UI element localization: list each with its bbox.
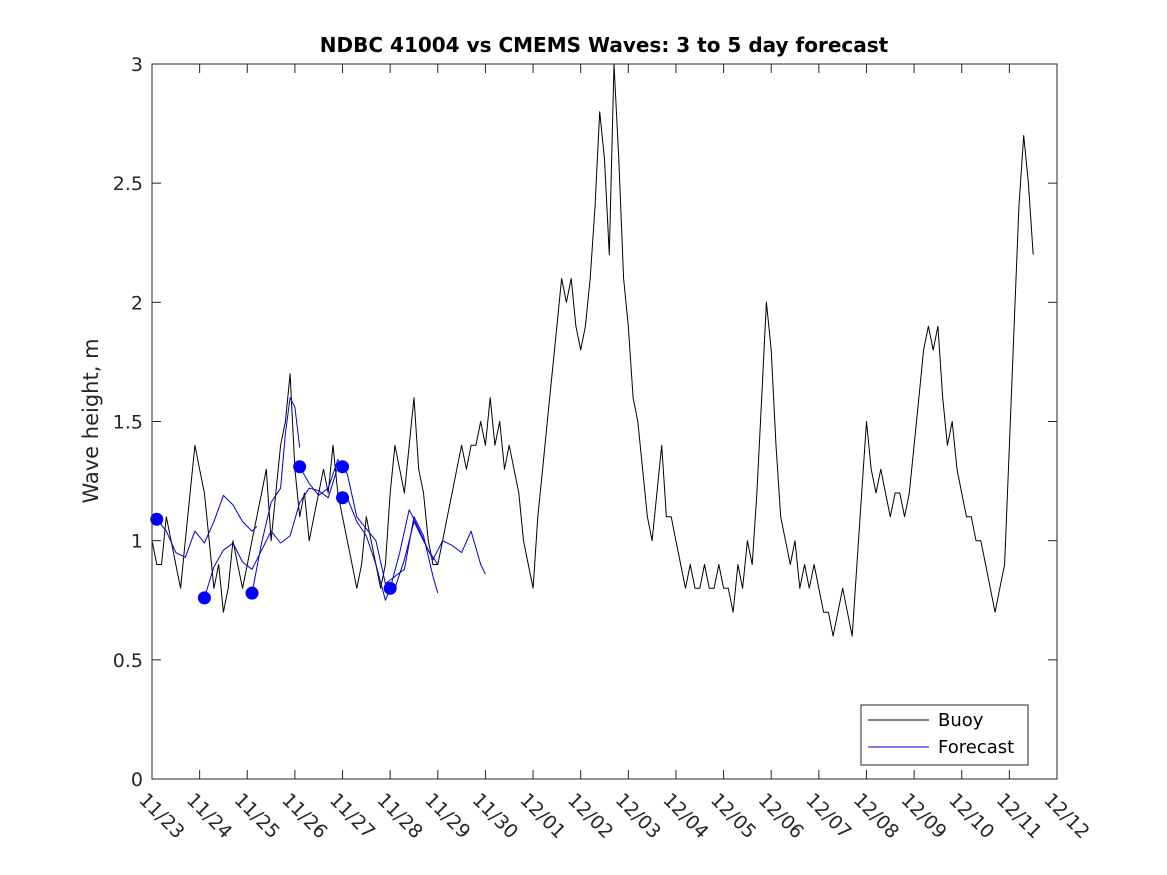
x-tick-label-6: 11/29 (420, 789, 474, 843)
series-line-buoy-0 (151, 63, 1034, 637)
x-tick-label-13: 12/06 (754, 789, 808, 843)
chart-title: NDBC 41004 vs CMEMS Waves: 3 to 5 day fo… (320, 33, 889, 57)
y-tick-label-0: 0 (131, 769, 143, 791)
x-tick-label-11: 12/04 (658, 789, 712, 843)
x-tick-label-5: 11/28 (373, 789, 427, 843)
y-axis-ticks: 0 0.5 1 1.5 2 2.5 3 (113, 54, 1057, 791)
series-line-forecast-3 (251, 397, 301, 594)
forecast-marker-3 (293, 460, 307, 474)
x-tick-label-18: 12/11 (992, 789, 1046, 843)
x-tick-label-16: 12/09 (897, 789, 951, 843)
forecast-marker-6 (383, 581, 397, 595)
x-tick-label-1: 11/24 (182, 789, 236, 843)
legend-label-forecast: Forecast (938, 737, 1014, 758)
legend: Buoy Forecast (860, 704, 1029, 766)
x-tick-label-15: 12/08 (849, 789, 903, 843)
series-line-forecast-6 (394, 521, 486, 589)
x-tick-label-10: 12/03 (611, 789, 665, 843)
plot-background (152, 64, 1057, 779)
x-tick-label-0: 11/23 (134, 789, 188, 843)
y-tick-label-4: 2 (131, 292, 143, 314)
x-tick-label-9: 12/02 (563, 789, 617, 843)
forecast-marker-4 (336, 460, 350, 474)
y-tick-label-6: 3 (131, 54, 143, 76)
forecast-marker-1 (197, 591, 211, 605)
x-tick-label-19: 12/12 (1039, 789, 1093, 843)
y-tick-label-1: 0.5 (113, 650, 143, 672)
y-axis-label: Wave height, m (79, 338, 103, 503)
x-tick-label-7: 11/30 (468, 789, 522, 843)
forecast-marker-5 (336, 491, 350, 505)
x-tick-label-4: 11/27 (325, 789, 379, 843)
x-tick-label-14: 12/07 (801, 789, 855, 843)
y-tick-label-3: 1.5 (113, 412, 143, 434)
y-tick-label-5: 2.5 (113, 173, 143, 195)
legend-box (860, 704, 1029, 766)
x-tick-label-12: 12/05 (706, 789, 760, 843)
legend-label-buoy: Buoy (938, 710, 984, 731)
x-tick-label-2: 11/25 (230, 789, 284, 843)
x-tick-label-17: 12/10 (944, 789, 998, 843)
series-line-forecast-2 (203, 466, 339, 599)
forecast-marker-2 (245, 586, 259, 600)
series-line-forecast-4 (299, 459, 439, 594)
series-line-forecast-1 (156, 494, 258, 558)
forecast-marker-0 (150, 512, 164, 526)
y-tick-label-2: 1 (131, 531, 143, 553)
marker-layer (150, 460, 397, 605)
x-tick-label-3: 11/26 (277, 789, 331, 843)
x-tick-label-8: 12/01 (516, 789, 570, 843)
